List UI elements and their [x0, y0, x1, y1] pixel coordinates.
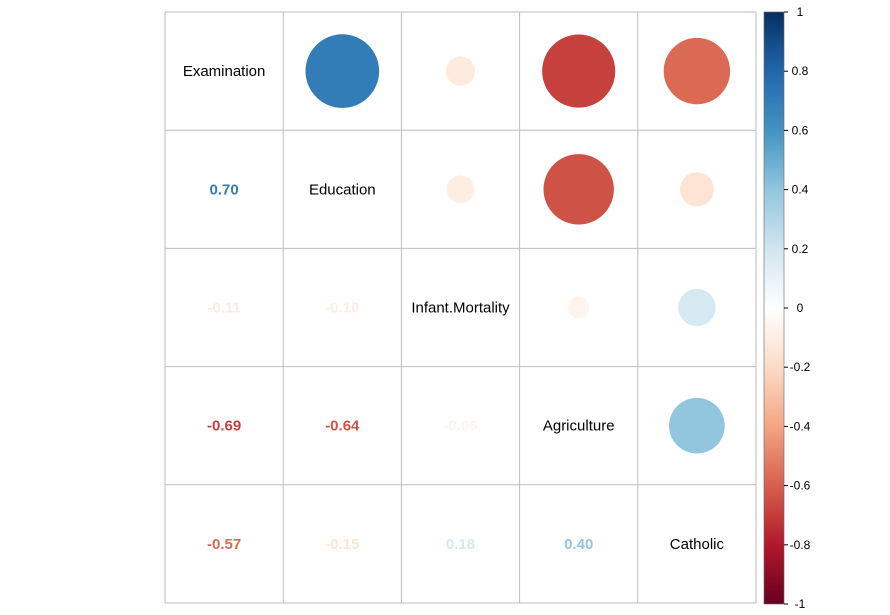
correlation-value: -0.69 [207, 418, 241, 435]
colorbar-tick-label: 0.4 [792, 183, 809, 197]
correlation-value: -0.64 [325, 418, 360, 435]
variable-label: Examination [183, 63, 266, 80]
colorbar-gradient [764, 12, 784, 604]
correlation-circle [445, 56, 476, 86]
colorbar-tick-label: 0 [797, 301, 804, 315]
colorbar-tick-label: -0.4 [790, 419, 811, 433]
correlation-circle [542, 34, 616, 108]
variable-label: Catholic [670, 536, 725, 553]
correlation-circle [446, 175, 475, 204]
colorbar-tick-label: 0.2 [792, 242, 809, 256]
variable-label: Education [309, 181, 376, 198]
correlation-value: 0.70 [209, 181, 238, 198]
variable-label: Agriculture [543, 418, 615, 435]
correlation-circle [305, 34, 380, 108]
correlation-cells: Examination 0.70 Education -0.11 -0.10 Infant… [183, 34, 731, 553]
variable-label: Infant.Mortality [411, 300, 510, 317]
correlation-value: 0.40 [564, 536, 593, 553]
colorbar-tick-label: 0.6 [792, 123, 809, 137]
correlation-value: -0.06 [443, 418, 477, 435]
colorbar-tick-label: 0.8 [792, 64, 809, 78]
colorbar-tick-label: -1 [795, 597, 806, 611]
correlation-value: -0.57 [207, 536, 241, 553]
correlation-circle [669, 397, 725, 454]
correlation-circle [663, 37, 731, 105]
correlation-value: -0.10 [325, 300, 359, 317]
correlation-value: -0.15 [325, 536, 359, 553]
correlation-circle [567, 296, 590, 319]
colorbar-tick-label: -0.6 [790, 479, 811, 493]
colorbar-tick-label: 1 [797, 5, 804, 19]
colorbar: 1 0.8 0.6 0.4 0.2 0 -0.2 -0.4 -0.6 -0.8 -1 [763, 5, 811, 611]
colorbar-tick-label: -0.2 [790, 360, 811, 374]
correlation-circle [678, 288, 716, 327]
correlation-value: -0.11 [207, 300, 240, 317]
correlation-circle [543, 154, 614, 225]
colorbar-tick-label: -0.8 [790, 538, 811, 552]
correlation-value: 0.18 [446, 536, 475, 553]
grid [164, 11, 757, 604]
correlation-circle [679, 172, 714, 207]
